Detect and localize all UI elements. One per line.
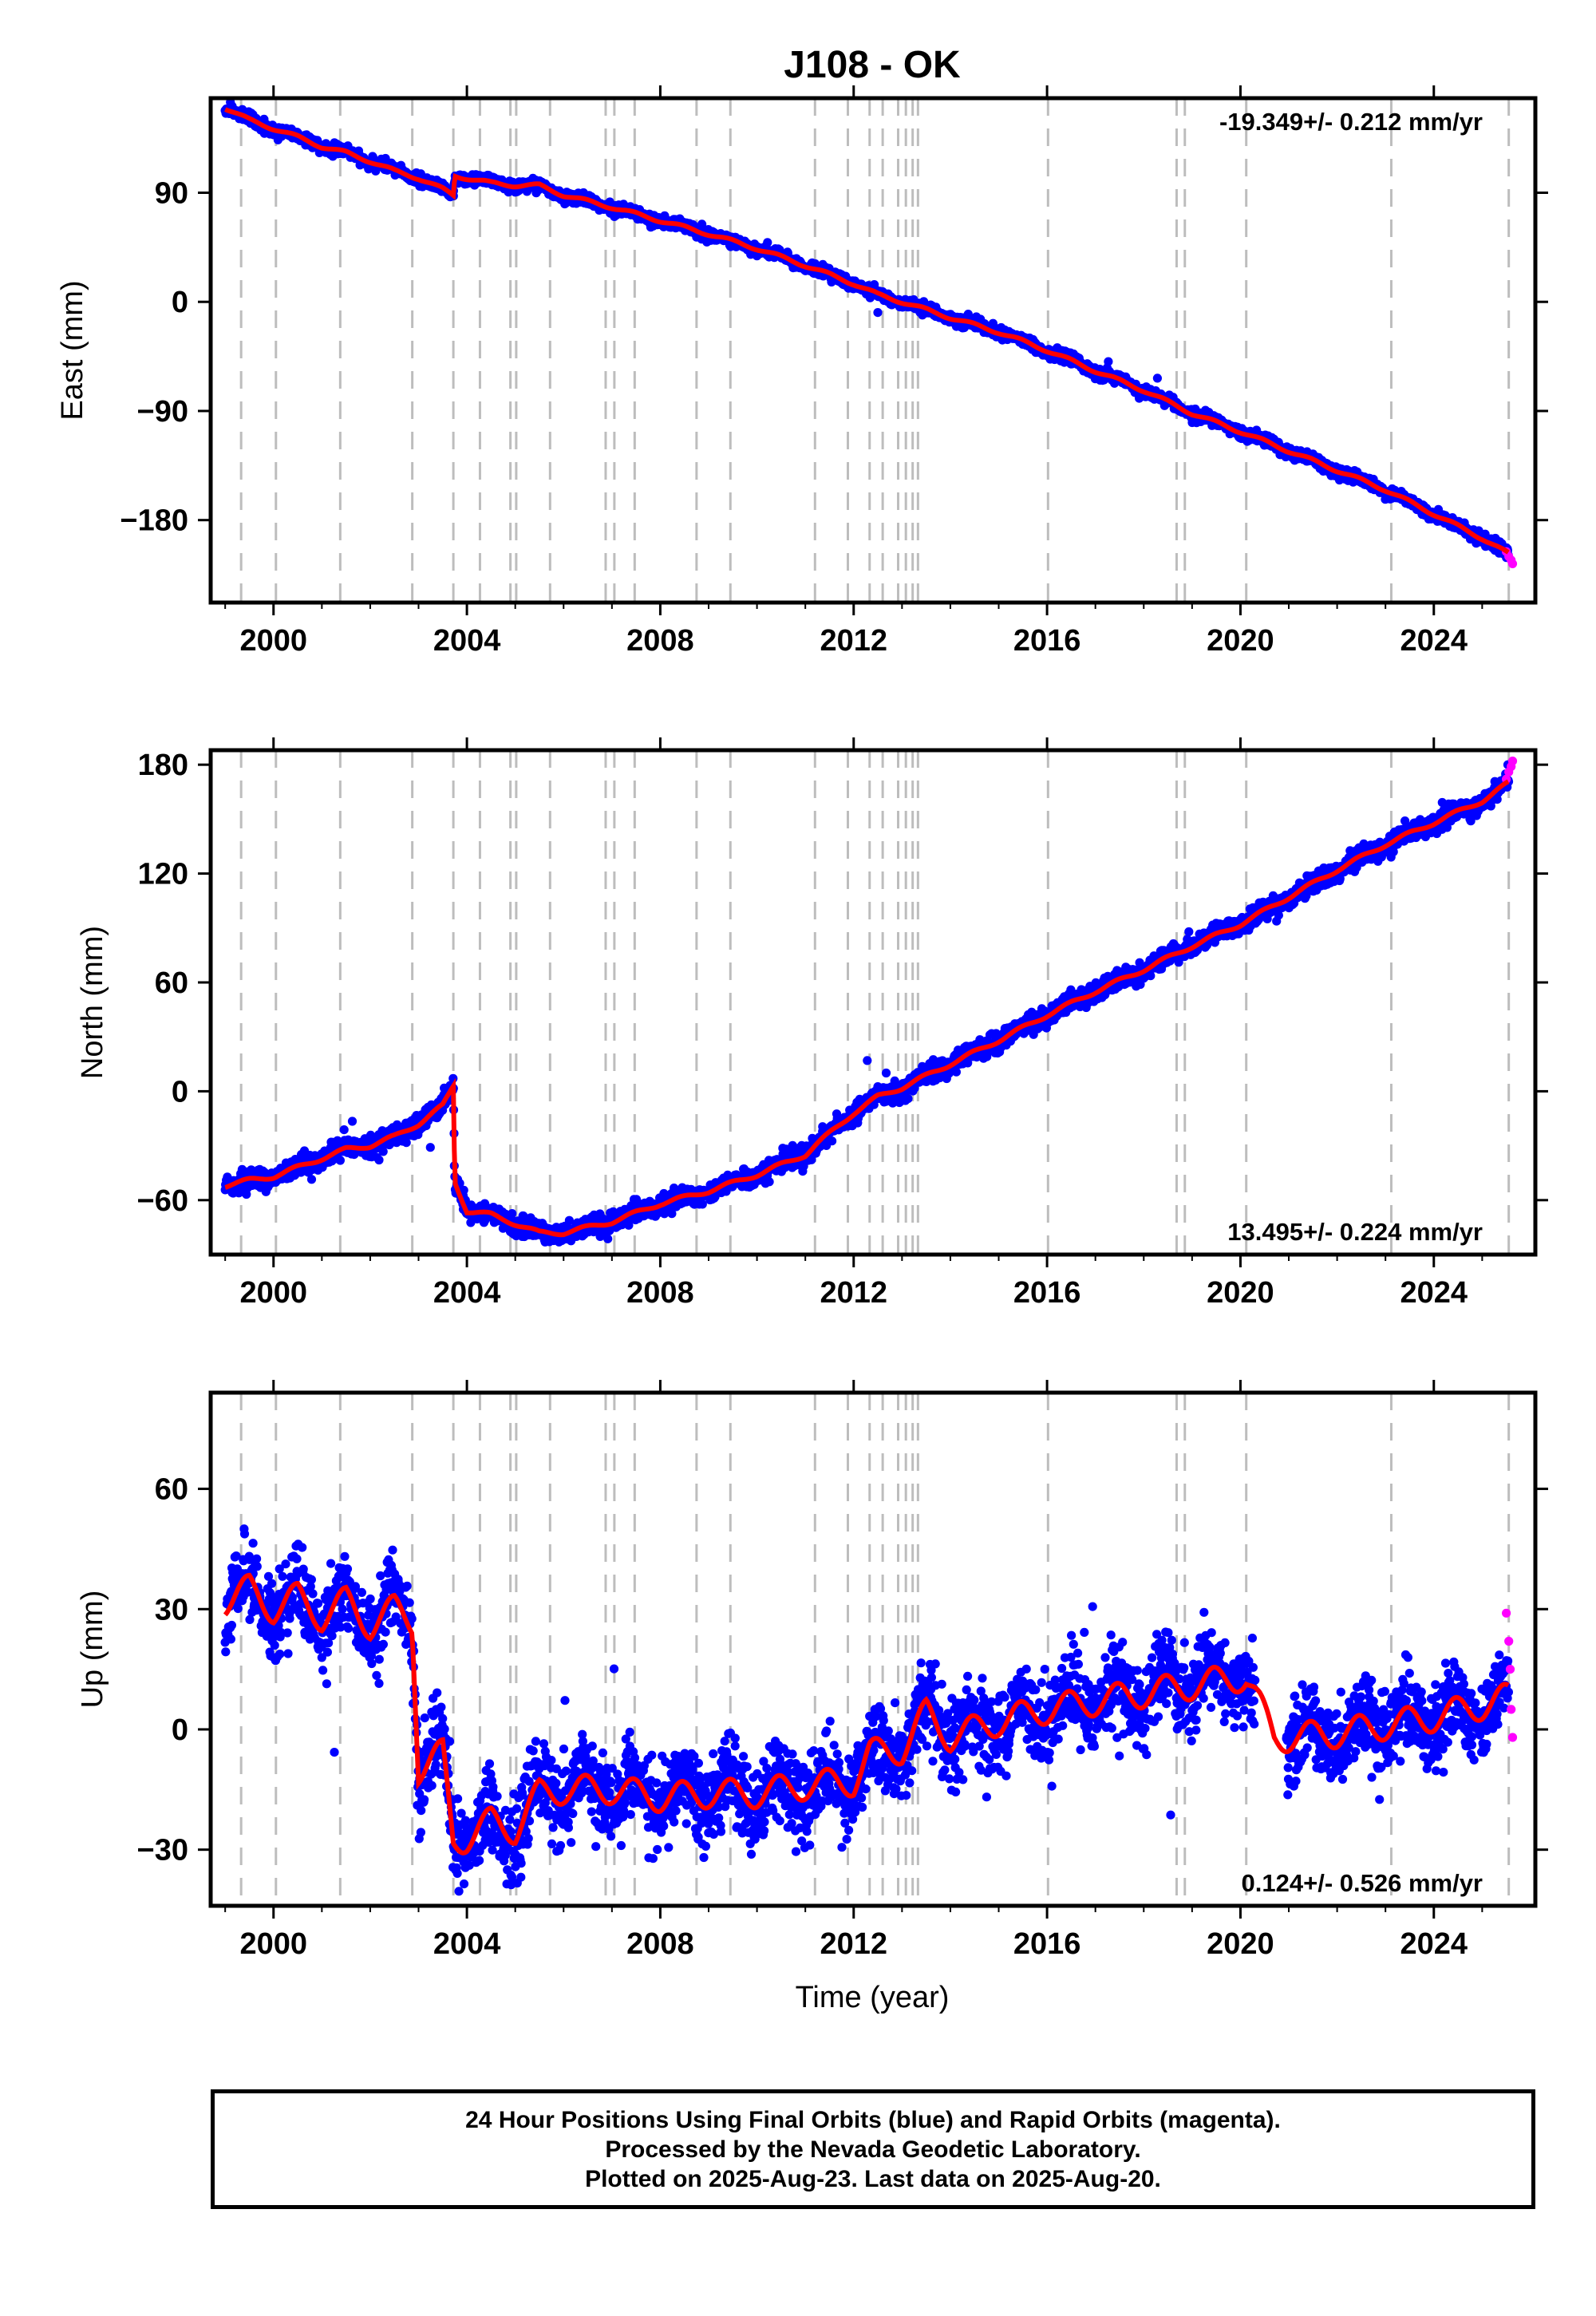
final-orbit-point: [448, 1073, 458, 1083]
y-tick-label: 90: [155, 177, 188, 211]
rate-annotation: -19.349+/- 0.212 mm/yr: [1219, 108, 1483, 136]
x-tick-label: 2020: [1207, 624, 1274, 658]
final-orbit-points: [220, 760, 1514, 1247]
final-orbit-points: [220, 98, 1513, 563]
final-orbit-point: [339, 1125, 349, 1135]
x-tick-label: 2024: [1400, 624, 1468, 658]
final-orbit-point: [306, 1175, 317, 1184]
final-orbit-point: [335, 1156, 345, 1165]
y-tick-label: −90: [137, 395, 188, 429]
final-orbit-point: [374, 1155, 384, 1165]
final-orbit-point: [764, 1177, 774, 1187]
y-tick-label: 0: [172, 286, 188, 319]
final-orbit-point: [347, 1117, 358, 1126]
y-axis-label: East (mm): [56, 280, 89, 420]
final-orbit-point: [425, 1143, 435, 1152]
x-tick-label: 2016: [1013, 624, 1081, 658]
final-orbit-point: [873, 308, 883, 318]
x-tick-label: 2008: [626, 624, 694, 658]
x-tick-label: 2004: [433, 624, 501, 658]
event-lines: [239, 98, 1511, 603]
x-tick-label: 2012: [820, 624, 887, 658]
panels-group: 2000 2004 2008 2012 2016 2020 2024 90 0 −90 −180 Ea…: [56, 85, 1548, 1961]
x-tick-label: 2000: [239, 624, 307, 658]
final-orbit-point: [763, 238, 772, 247]
event-lines: [239, 750, 1511, 1255]
final-orbit-point: [1104, 357, 1113, 366]
final-orbit-point: [603, 1234, 613, 1243]
y-tick-label: −180: [120, 504, 188, 538]
panel-2: 2000 2004 2008 2012 2016 2020 2024180120600−60…: [76, 737, 1548, 1310]
figure-title: J108 - OK: [784, 44, 961, 86]
final-orbit-point: [697, 1199, 707, 1209]
final-orbit-point: [1152, 373, 1162, 383]
panel-1: 2000 2004 2008 2012 2016 2020 2024 90 0 −90 −180 Ea…: [56, 85, 1548, 658]
rapid-orbit-point: [1507, 559, 1518, 569]
